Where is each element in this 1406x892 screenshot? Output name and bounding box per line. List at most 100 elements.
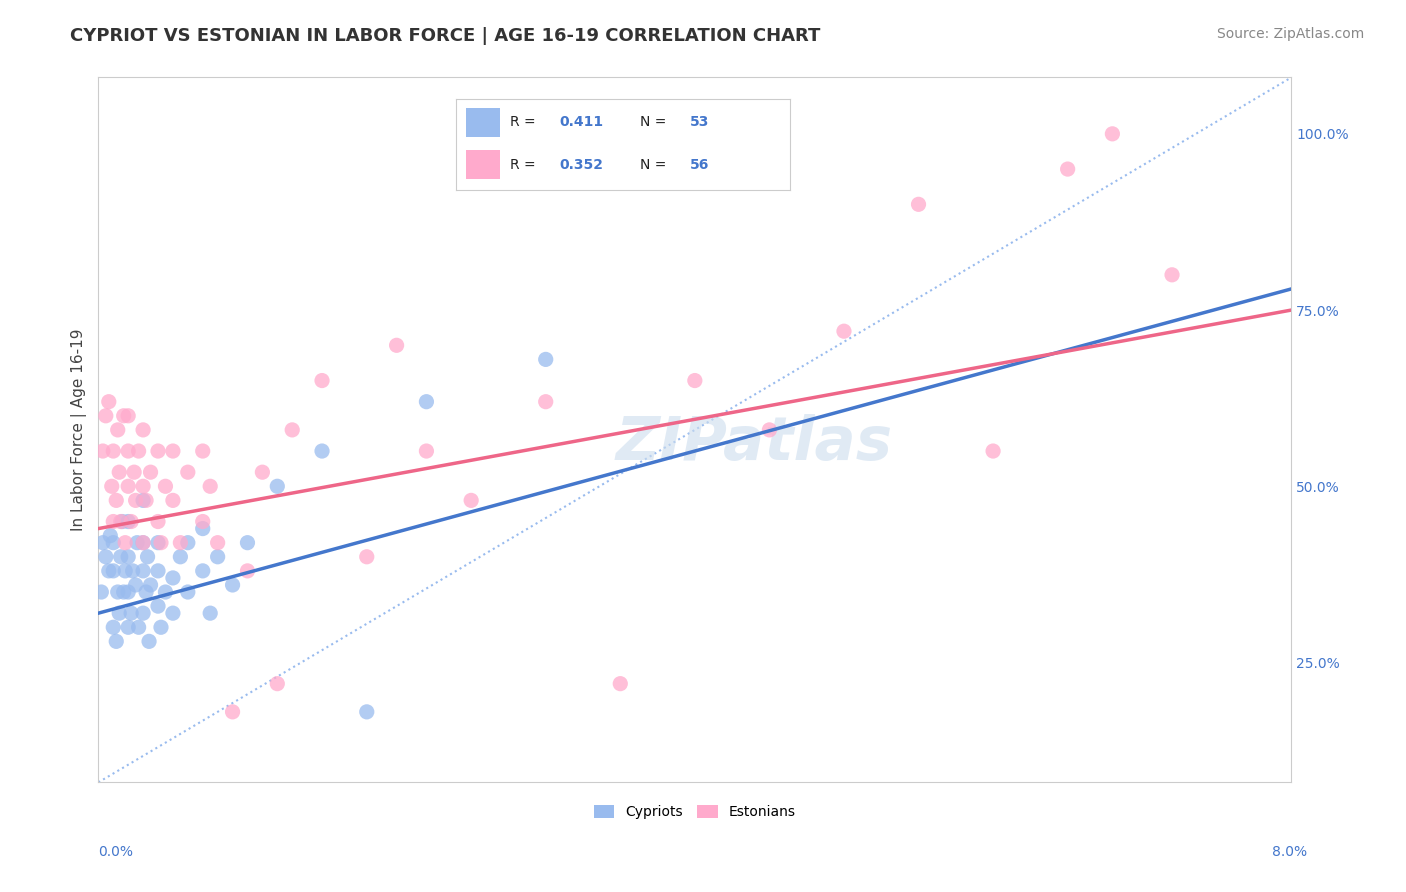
Point: [122, 465, 145, 479]
Point: [415, 444, 437, 458]
Text: 8.0%: 8.0%: [1272, 845, 1308, 859]
Point: [460, 493, 482, 508]
Point: [91, 535, 114, 549]
Point: [94, 549, 117, 564]
Point: [207, 549, 229, 564]
Point: [135, 585, 157, 599]
Y-axis label: In Labor Force | Age 16-19: In Labor Force | Age 16-19: [72, 328, 87, 531]
Point: [146, 515, 169, 529]
Point: [132, 535, 155, 549]
Point: [356, 705, 378, 719]
Point: [252, 465, 274, 479]
Point: [117, 585, 139, 599]
Point: [117, 479, 139, 493]
Point: [149, 620, 172, 634]
Text: 0.0%: 0.0%: [98, 845, 134, 859]
Point: [117, 409, 139, 423]
Point: [114, 535, 136, 549]
Point: [128, 620, 150, 634]
Point: [132, 423, 155, 437]
Point: [177, 465, 200, 479]
Point: [107, 423, 129, 437]
Point: [108, 606, 131, 620]
Point: [1056, 162, 1078, 177]
Point: [149, 535, 172, 549]
Point: [98, 528, 121, 542]
Point: [198, 606, 221, 620]
Point: [758, 423, 780, 437]
Point: [135, 493, 157, 508]
Point: [90, 585, 112, 599]
Point: [534, 352, 557, 367]
Text: ZIPatlas: ZIPatlas: [616, 415, 893, 474]
Point: [110, 549, 132, 564]
Point: [136, 549, 159, 564]
Point: [97, 394, 120, 409]
Point: [107, 585, 129, 599]
Point: [103, 515, 125, 529]
Point: [832, 324, 855, 338]
Point: [191, 522, 214, 536]
Point: [221, 705, 243, 719]
Point: [177, 535, 200, 549]
Point: [132, 493, 155, 508]
Point: [127, 535, 149, 549]
Point: [191, 564, 214, 578]
Point: [128, 444, 150, 458]
Point: [162, 606, 184, 620]
Point: [94, 409, 117, 423]
Point: [198, 479, 221, 493]
Point: [111, 515, 134, 529]
Point: [236, 535, 259, 549]
Point: [110, 515, 132, 529]
Text: Source: ZipAtlas.com: Source: ZipAtlas.com: [1216, 27, 1364, 41]
Point: [120, 515, 142, 529]
Point: [155, 479, 177, 493]
Point: [266, 676, 288, 690]
Point: [169, 535, 191, 549]
Point: [146, 564, 169, 578]
Point: [162, 571, 184, 585]
Point: [356, 549, 378, 564]
Point: [139, 465, 162, 479]
Point: [112, 585, 135, 599]
Point: [146, 535, 169, 549]
Point: [139, 578, 162, 592]
Point: [1101, 127, 1123, 141]
Point: [415, 394, 437, 409]
Point: [117, 549, 139, 564]
Point: [281, 423, 304, 437]
Point: [221, 578, 243, 592]
Point: [103, 620, 125, 634]
Text: CYPRIOT VS ESTONIAN IN LABOR FORCE | AGE 16-19 CORRELATION CHART: CYPRIOT VS ESTONIAN IN LABOR FORCE | AGE…: [70, 27, 821, 45]
Point: [124, 493, 146, 508]
Point: [177, 585, 200, 599]
Point: [207, 535, 229, 549]
Point: [114, 564, 136, 578]
Point: [311, 444, 333, 458]
Legend: Cypriots, Estonians: Cypriots, Estonians: [588, 799, 801, 825]
Point: [155, 585, 177, 599]
Point: [534, 394, 557, 409]
Point: [103, 444, 125, 458]
Point: [146, 444, 169, 458]
Point: [132, 564, 155, 578]
Point: [132, 606, 155, 620]
Point: [683, 374, 706, 388]
Point: [132, 479, 155, 493]
Point: [191, 444, 214, 458]
Point: [138, 634, 160, 648]
Point: [103, 535, 125, 549]
Point: [907, 197, 929, 211]
Point: [120, 606, 142, 620]
Point: [191, 515, 214, 529]
Point: [117, 444, 139, 458]
Point: [162, 444, 184, 458]
Point: [124, 578, 146, 592]
Point: [108, 465, 131, 479]
Point: [981, 444, 1004, 458]
Point: [100, 479, 122, 493]
Point: [169, 549, 191, 564]
Point: [146, 599, 169, 614]
Point: [117, 620, 139, 634]
